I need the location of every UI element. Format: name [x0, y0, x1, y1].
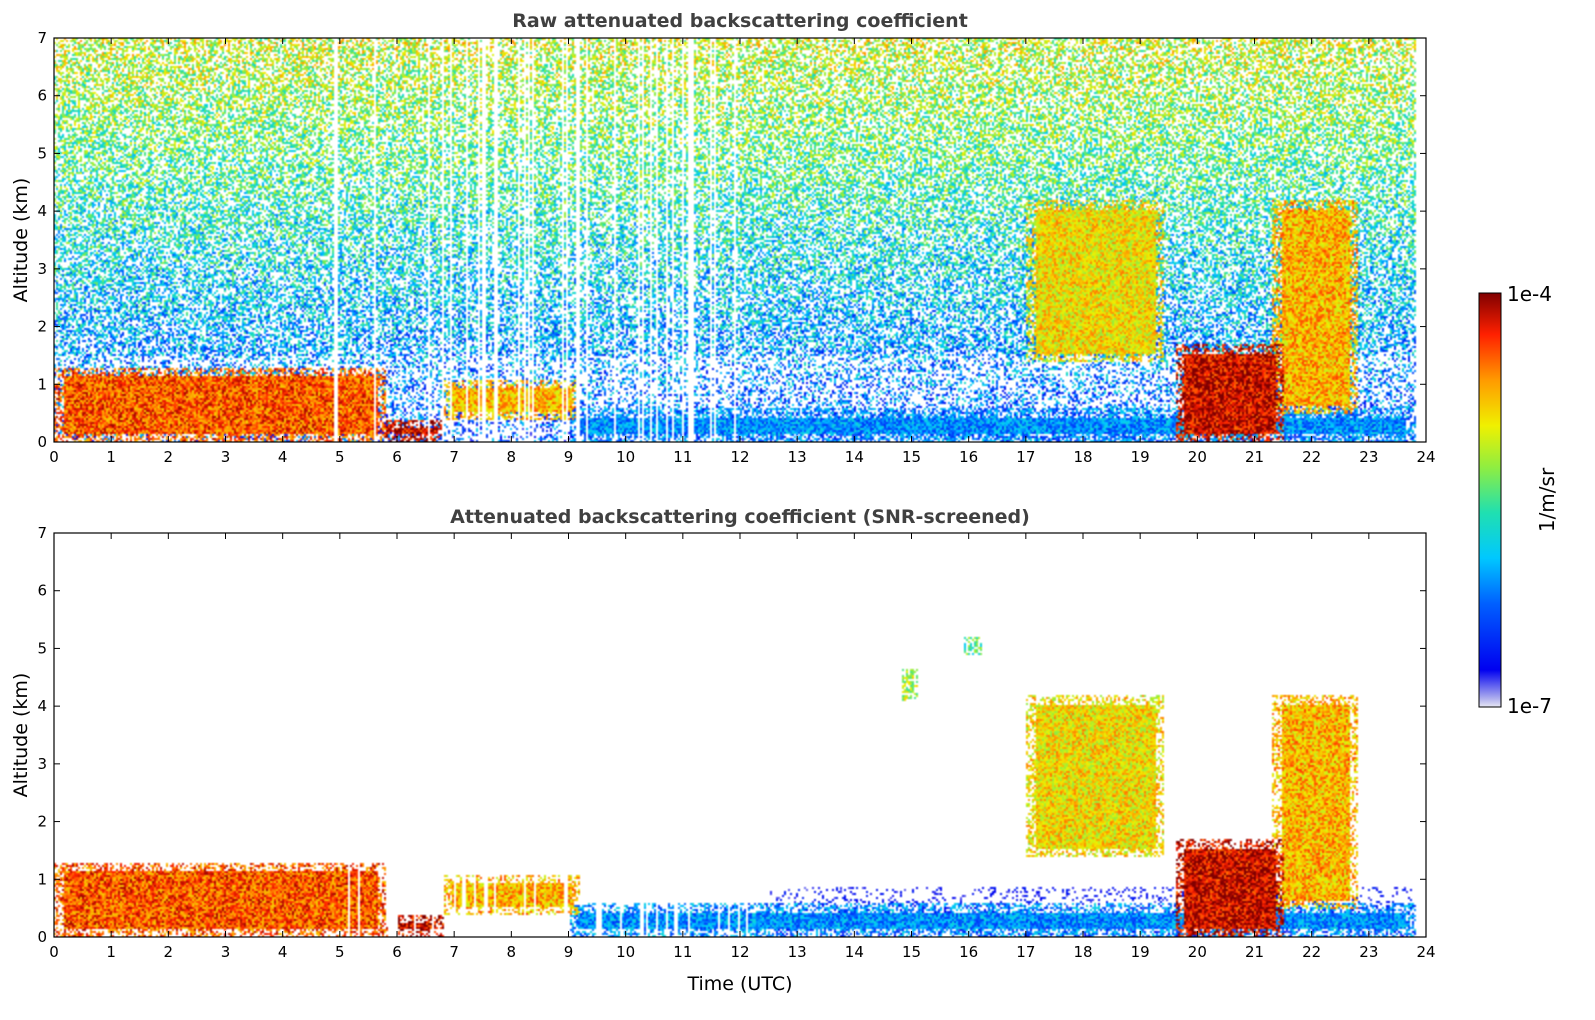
colorbar-scale	[1478, 292, 1502, 708]
x-tick-label: 6	[392, 448, 402, 466]
x-tick-label: 23	[1359, 448, 1378, 466]
raw-y-ticks: 0 1 2 3 4 5 6 7	[37, 29, 1426, 451]
y-tick-label: 7	[37, 524, 47, 542]
x-axis-label: Time (UTC)	[686, 973, 792, 995]
x-tick-label: 18	[1073, 448, 1092, 466]
x-tick-label: 7	[449, 448, 459, 466]
screened-backscatter-panel: Attenuated backscattering coefficient (S…	[10, 506, 1436, 995]
x-tick-label: 4	[278, 943, 288, 961]
x-tick-label: 10	[616, 448, 635, 466]
x-tick-label: 4	[278, 448, 288, 466]
x-tick-label: 5	[335, 448, 345, 466]
y-tick-label: 2	[37, 318, 47, 336]
x-tick-label: 14	[845, 448, 864, 466]
x-tick-label: 15	[902, 448, 921, 466]
colorbar-max-label: 1e-4	[1507, 282, 1552, 306]
x-tick-label: 11	[673, 943, 692, 961]
x-tick-label: 10	[616, 943, 635, 961]
x-tick-label: 21	[1245, 448, 1264, 466]
screened-y-ticks: 0 1 2 3 4 5 6 7	[37, 524, 1426, 946]
raw-panel-title: Raw attenuated backscattering coefficien…	[512, 10, 968, 32]
x-tick-label: 15	[902, 943, 921, 961]
y-tick-label: 4	[37, 202, 47, 220]
x-tick-label: 2	[164, 943, 174, 961]
y-tick-label: 0	[37, 928, 47, 946]
x-tick-label: 2	[164, 448, 174, 466]
x-tick-label: 17	[1016, 448, 1035, 466]
x-tick-label: 0	[49, 943, 59, 961]
x-tick-label: 18	[1073, 943, 1092, 961]
y-tick-label: 7	[37, 29, 47, 47]
x-tick-label: 12	[730, 943, 749, 961]
screened-backscatter-heatmap	[54, 533, 1426, 937]
x-tick-label: 9	[564, 943, 574, 961]
y-tick-label: 6	[37, 582, 47, 600]
x-tick-label: 14	[845, 943, 864, 961]
y-tick-label: 4	[37, 697, 47, 715]
y-tick-label: 2	[37, 813, 47, 831]
x-tick-label: 20	[1188, 448, 1207, 466]
raw-x-ticks: 0 1 2 3 4 5 6 7 8 9 10 11 12 13 14 15 16 17 18 19 20 21 22 23 24	[49, 38, 1436, 466]
x-tick-label: 22	[1302, 943, 1321, 961]
x-tick-label: 19	[1131, 943, 1150, 961]
x-tick-label: 13	[788, 448, 807, 466]
x-tick-label: 3	[221, 943, 231, 961]
x-tick-label: 1	[106, 943, 116, 961]
x-tick-label: 22	[1302, 448, 1321, 466]
colorbar-min-label: 1e-7	[1507, 694, 1552, 718]
x-tick-label: 12	[730, 448, 749, 466]
y-tick-label: 6	[37, 87, 47, 105]
screened-x-ticks: 0 1 2 3 4 5 6 7 8 9 10 11 12 13 14 15 16 17 18 19 20 21 22 23 24	[49, 533, 1436, 961]
x-tick-label: 11	[673, 448, 692, 466]
y-tick-label: 3	[37, 260, 47, 278]
y-tick-label: 1	[37, 375, 47, 393]
x-tick-label: 8	[507, 448, 517, 466]
x-tick-label: 5	[335, 943, 345, 961]
x-tick-label: 16	[959, 448, 978, 466]
x-tick-label: 8	[507, 943, 517, 961]
screened-panel-title: Attenuated backscattering coefficient (S…	[450, 506, 1030, 528]
screened-y-axis-label: Altitude (km)	[10, 673, 32, 798]
raw-backscatter-panel: Raw attenuated backscattering coefficien…	[10, 10, 1436, 466]
x-tick-label: 21	[1245, 943, 1264, 961]
x-tick-label: 13	[788, 943, 807, 961]
x-tick-label: 0	[49, 448, 59, 466]
x-tick-label: 24	[1416, 448, 1435, 466]
x-tick-label: 7	[449, 943, 459, 961]
colorbar-unit-label: 1/m/sr	[1535, 467, 1559, 532]
x-tick-label: 9	[564, 448, 574, 466]
y-tick-label: 5	[37, 144, 47, 162]
x-tick-label: 1	[106, 448, 116, 466]
x-tick-label: 16	[959, 943, 978, 961]
y-tick-label: 5	[37, 639, 47, 657]
x-tick-label: 23	[1359, 943, 1378, 961]
x-tick-label: 19	[1131, 448, 1150, 466]
colorbar: 1e-4 1e-7 1/m/sr	[1478, 282, 1559, 718]
raw-backscatter-heatmap	[54, 38, 1426, 442]
y-tick-label: 0	[37, 433, 47, 451]
x-tick-label: 17	[1016, 943, 1035, 961]
y-tick-label: 3	[37, 755, 47, 773]
x-tick-label: 3	[221, 448, 231, 466]
raw-y-axis-label: Altitude (km)	[10, 178, 32, 303]
x-tick-label: 24	[1416, 943, 1435, 961]
x-tick-label: 6	[392, 943, 402, 961]
x-tick-label: 20	[1188, 943, 1207, 961]
y-tick-label: 1	[37, 870, 47, 888]
